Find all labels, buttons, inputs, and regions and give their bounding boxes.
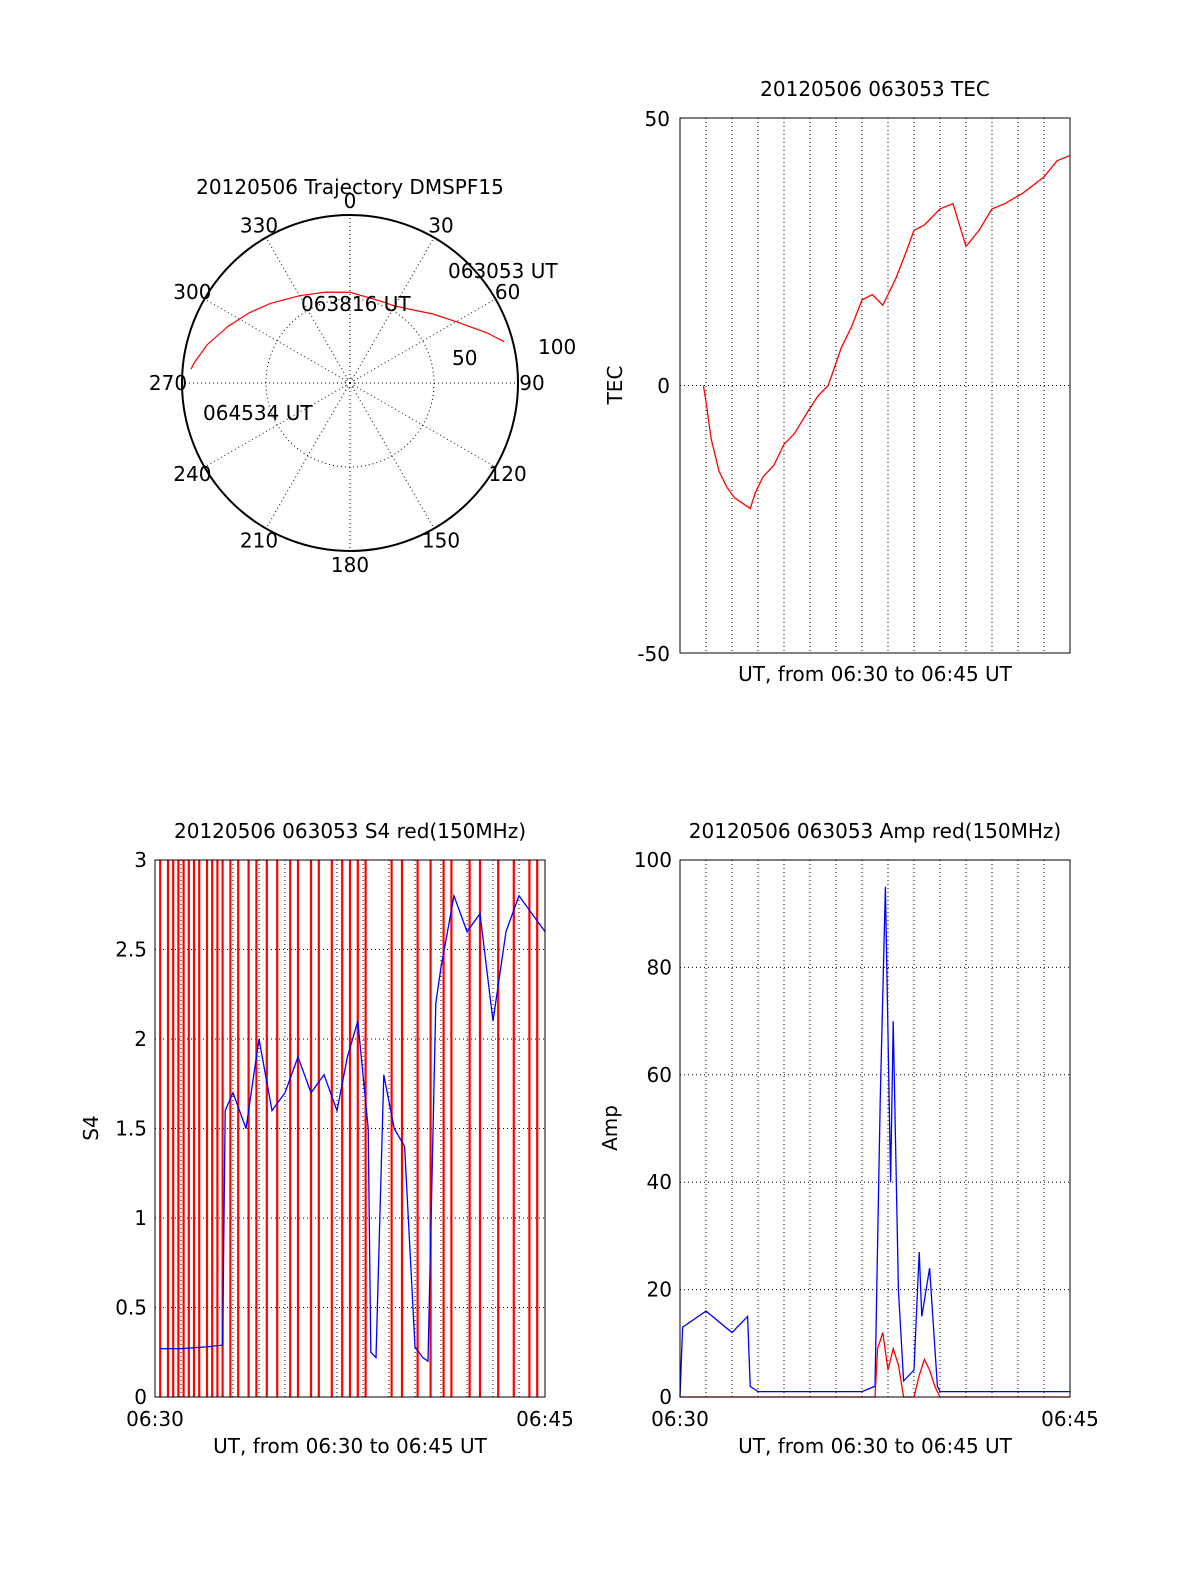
tec-ylabel: TEC — [603, 366, 627, 406]
polar-ring-label-50: 50 — [452, 346, 477, 370]
polar-outer-ring — [181, 214, 519, 552]
ytick-1.5: 1.5 — [115, 1117, 147, 1141]
ytick-80: 80 — [647, 955, 672, 979]
s4-chart: 20120506 063053 S4 red(150MHz) 0 0.5 1 1.5 2… — [79, 819, 574, 1458]
ytick-1: 1 — [134, 1206, 147, 1230]
polar-azimuth-label-330: 330 — [240, 213, 278, 237]
amp-xlabel: UT, from 06:30 to 06:45 UT — [738, 1434, 1013, 1458]
ytick-0: 0 — [134, 1385, 147, 1409]
polar-azimuth-label-30: 30 — [428, 213, 453, 237]
polar-annotation-mid: 063816 UT — [301, 292, 411, 316]
polar-spoke-330 — [265, 237, 351, 384]
amp-yticks: 0 20 40 60 80 100 — [634, 848, 672, 1409]
ytick-40: 40 — [647, 1170, 672, 1194]
polar-annotation-end: 064534 UT — [203, 401, 313, 425]
s4-plot-frame — [154, 859, 546, 1398]
series-line-0 — [679, 886, 1070, 1398]
s4-yticks: 0 0.5 1 1.5 2 2.5 3 — [115, 848, 147, 1409]
s4-xlabel: UT, from 06:30 to 06:45 UT — [213, 1434, 488, 1458]
polar-azimuth-label-240: 240 — [173, 462, 211, 486]
polar-spoke-240 — [204, 382, 351, 468]
ytick-20: 20 — [647, 1278, 672, 1302]
polar-azimuth-label-0: 0 — [344, 189, 357, 213]
polar-trajectory-line — [190, 291, 505, 370]
polar-azimuth-label-270: 270 — [149, 371, 187, 395]
polar-azimuth-label-120: 120 — [489, 462, 527, 486]
ytick-60: 60 — [647, 1063, 672, 1087]
polar-azimuth-label-150: 150 — [422, 529, 460, 553]
polar-azimuth-label-90: 90 — [519, 371, 544, 395]
tec-title: 20120506 063053 TEC — [760, 77, 990, 101]
polar-spoke-300 — [204, 298, 351, 384]
amp-plot-frame — [679, 859, 1071, 1398]
tec-chart: 20120506 063053 TEC 50 0 -50 TEC UT, fro… — [603, 77, 1071, 686]
polar-spoke-120 — [349, 382, 496, 468]
polar-trajectory-chart: 20120506 Trajectory DMSPF15 0 30 60 90 120 15… — [149, 175, 576, 577]
polar-spoke-210 — [265, 382, 351, 529]
polar-title: 20120506 Trajectory DMSPF15 — [196, 175, 504, 199]
polar-annotation-start: 063053 UT — [448, 259, 558, 283]
tec-xlabel: UT, from 06:30 to 06:45 UT — [738, 662, 1013, 686]
polar-azimuth-label-210: 210 — [240, 529, 278, 553]
polar-azimuth-label-60: 60 — [495, 280, 520, 304]
amp-title: 20120506 063053 Amp red(150MHz) — [689, 819, 1061, 843]
amp-series — [679, 886, 1070, 1398]
polar-trajectory-series — [190, 291, 505, 370]
amp-xtick-end: 06:45 — [1041, 1407, 1099, 1431]
polar-azimuth-labels: 0 30 60 90 120 150 180 210 240 270 300 330 — [149, 189, 545, 577]
polar-azimuth-label-300: 300 — [173, 280, 211, 304]
polar-spoke-30 — [349, 237, 435, 384]
ytick-0.5: 0.5 — [115, 1296, 147, 1320]
series-line-0 — [702, 154, 1071, 510]
series-line-1 — [160, 893, 546, 1363]
tec-grid — [680, 118, 1070, 653]
ytick-2: 2 — [134, 1027, 147, 1051]
s4-ylabel: S4 — [79, 1115, 103, 1140]
tec-ytick-0: 0 — [657, 374, 670, 398]
polar-grid — [181, 214, 519, 552]
ytick-100: 100 — [634, 848, 672, 872]
s4-xtick-end: 06:45 — [516, 1407, 574, 1431]
s4-xtick-start: 06:30 — [126, 1407, 184, 1431]
polar-ring-label-100: 100 — [538, 335, 576, 359]
tec-ytick-minus-50: -50 — [637, 642, 670, 666]
tec-plot-frame — [679, 117, 1071, 654]
amp-xtick-start: 06:30 — [651, 1407, 709, 1431]
s4-title: 20120506 063053 S4 red(150MHz) — [174, 819, 526, 843]
tec-ytick-50: 50 — [645, 107, 670, 131]
ytick-2.5: 2.5 — [115, 938, 147, 962]
amp-grid — [680, 860, 1070, 1397]
tec-series — [702, 154, 1071, 510]
amp-ylabel: Amp — [598, 1105, 622, 1151]
s4-series — [159, 860, 546, 1397]
polar-azimuth-label-180: 180 — [331, 553, 369, 577]
polar-spoke-150 — [349, 382, 435, 529]
ytick-3: 3 — [134, 848, 147, 872]
ytick-0: 0 — [659, 1385, 672, 1409]
polar-spoke-60 — [349, 298, 496, 384]
amp-chart: 20120506 063053 Amp red(150MHz) 0 20 40 60 8… — [598, 819, 1099, 1458]
